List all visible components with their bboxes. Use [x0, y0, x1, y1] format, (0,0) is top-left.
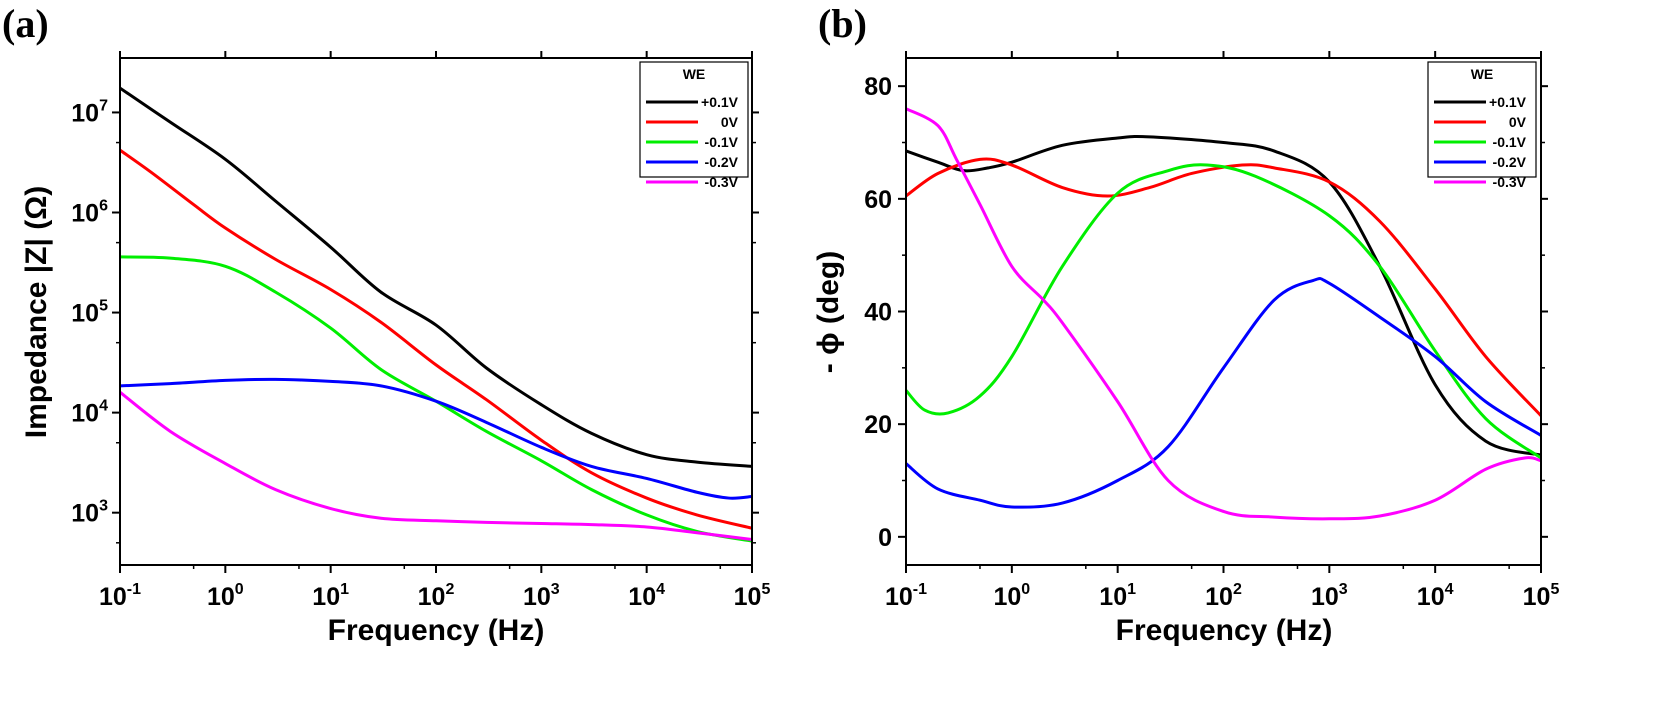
y-tick-label-3: 106 — [71, 197, 108, 227]
series-line-3 — [906, 277, 1541, 509]
x-tick-label-5: 104 — [628, 581, 665, 611]
panel-b-phase-chart: (b) 10-1 100 101 102 103 104 105 0 20 40 60 80 Freque… — [812, 1, 1559, 647]
x-axis-title: Frequency (Hz) — [1116, 614, 1333, 647]
legend-label-3: -0.2V — [1493, 154, 1527, 170]
y-tick-label-0: 103 — [71, 498, 108, 528]
legend-label-0: +0.1V — [1489, 94, 1527, 110]
x-tick-label-2: 101 — [1099, 581, 1136, 611]
y-tick-label-2: 40 — [864, 299, 892, 327]
legend-label-4: -0.3V — [705, 174, 739, 190]
legend-label-0: +0.1V — [701, 94, 739, 110]
y-tick-label-3: 60 — [864, 186, 892, 214]
series-lines — [120, 86, 752, 543]
legend: WE +0.1V 0V -0.1V -0.2V -0.3V — [639, 61, 749, 190]
x-tick-label-1: 100 — [993, 581, 1030, 611]
x-tick-label-1: 100 — [207, 581, 244, 611]
x-tick-label-3: 102 — [418, 581, 455, 611]
x-tick-label-2: 101 — [312, 581, 349, 611]
legend-label-4: -0.3V — [1493, 174, 1527, 190]
series-line-0 — [906, 135, 1541, 457]
series-lines — [906, 107, 1541, 521]
series-line-0 — [120, 86, 752, 468]
legend-label-1: 0V — [721, 114, 739, 130]
y-axis-title: Impedance |Z| (Ω) — [20, 186, 53, 439]
series-line-1 — [120, 148, 752, 530]
legend-box — [1427, 61, 1537, 178]
panel-label: (b) — [818, 1, 867, 46]
legend-label-2: -0.1V — [705, 134, 739, 150]
series-line-2 — [906, 163, 1541, 460]
x-tick-label-0: 10-1 — [99, 581, 141, 611]
y-tick-label-2: 105 — [71, 298, 108, 328]
x-tick-label-6: 105 — [734, 581, 771, 611]
legend-title: WE — [683, 66, 706, 82]
legend-box — [639, 61, 749, 178]
x-tick-label-6: 105 — [1523, 581, 1560, 611]
y-tick-label-0: 0 — [878, 524, 892, 552]
panel-label: (a) — [2, 1, 49, 46]
y-tick-label-1: 20 — [864, 411, 892, 439]
x-tick-label-4: 103 — [523, 581, 560, 611]
panel-a-impedance-chart: (a) 10-1 100 101 102 103 104 105 103 104 105 106 107… — [2, 1, 770, 647]
y-axis-title: - ϕ (deg) — [812, 251, 845, 373]
legend: WE +0.1V 0V -0.1V -0.2V -0.3V — [1427, 61, 1537, 190]
legend-title: WE — [1471, 66, 1494, 82]
series-line-4 — [120, 391, 752, 541]
x-tick-label-5: 104 — [1417, 581, 1454, 611]
y-tick-label-4: 107 — [71, 97, 108, 127]
x-axis-title: Frequency (Hz) — [328, 614, 545, 647]
series-line-2 — [120, 255, 752, 543]
series-line-4 — [906, 107, 1541, 521]
x-tick-label-4: 103 — [1311, 581, 1348, 611]
legend-label-1: 0V — [1509, 114, 1527, 130]
series-line-3 — [120, 377, 752, 500]
x-tick-label-3: 102 — [1205, 581, 1242, 611]
x-tick-label-0: 10-1 — [885, 581, 927, 611]
legend-label-2: -0.1V — [1493, 134, 1527, 150]
y-tick-label-1: 104 — [71, 398, 108, 428]
legend-label-3: -0.2V — [705, 154, 739, 170]
y-tick-label-4: 80 — [864, 73, 892, 101]
series-line-1 — [906, 157, 1541, 417]
